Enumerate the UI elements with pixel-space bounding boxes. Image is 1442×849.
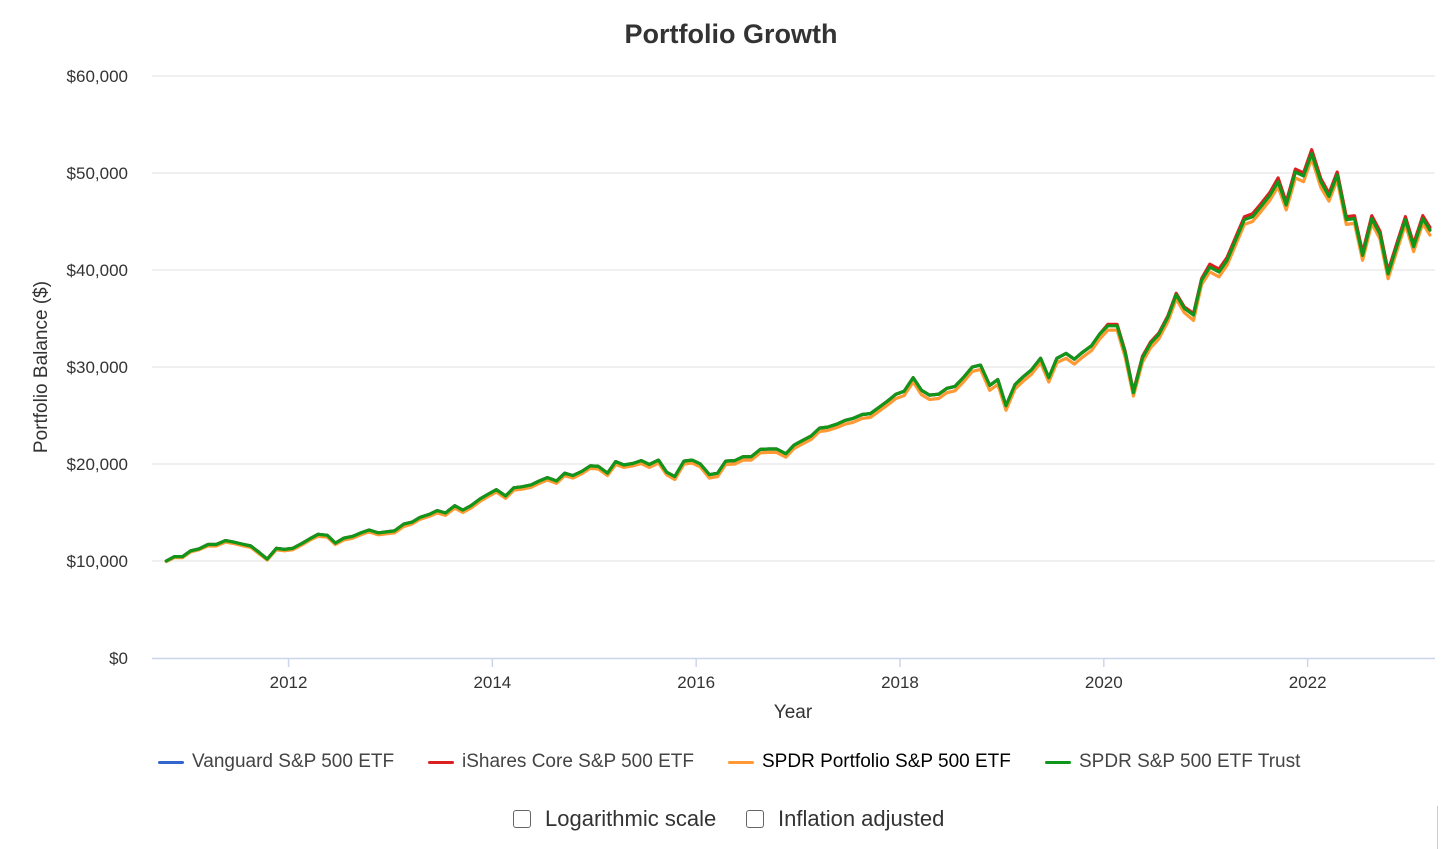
legend-label: Vanguard S&P 500 ETF <box>192 751 395 772</box>
y-tick-label: $10,000 <box>67 552 128 571</box>
chart-title: Portfolio Growth <box>625 19 838 49</box>
legend-swatch-icon <box>158 760 184 764</box>
legend-item-spdr-portfolio[interactable]: SPDR Portfolio S&P 500 ETF <box>728 748 1011 776</box>
logarithmic-scale-label: Logarithmic scale <box>545 806 717 831</box>
y-tick-label: $20,000 <box>67 455 128 474</box>
x-axis-label: Year <box>774 702 813 723</box>
series-lines <box>164 148 1432 564</box>
x-tick-label: 2014 <box>473 673 511 692</box>
y-tick-label: $50,000 <box>67 164 128 183</box>
y-axis-ticks: $0 $10,000 $20,000 $30,000 $40,000 $50,000 $60… <box>67 67 128 668</box>
series-line-spdr-s-p-500-etf-trust[interactable] <box>164 152 1432 563</box>
chart-legend: Vanguard S&P 500 ETF iShares Core S&P 50… <box>0 748 1442 776</box>
y-tick-label: $0 <box>109 649 128 668</box>
logarithmic-scale-checkbox[interactable] <box>513 810 531 828</box>
legend-swatch-icon <box>428 760 454 764</box>
x-tick-label: 2012 <box>270 673 308 692</box>
x-tick-label: 2018 <box>881 673 919 692</box>
y-tick-label: $60,000 <box>67 67 128 86</box>
series-line-spdr-portfolio-s-p-500-etf[interactable] <box>164 156 1432 564</box>
legend-swatch-icon <box>728 760 754 764</box>
panel-edge-divider <box>1437 806 1438 849</box>
legend-item-spdr-trust[interactable]: SPDR S&P 500 ETF Trust <box>1045 748 1300 776</box>
legend-label: iShares Core S&P 500 ETF <box>462 751 694 772</box>
y-tick-label: $30,000 <box>67 358 128 377</box>
y-axis-label: Portfolio Balance ($) <box>31 281 52 453</box>
x-tick-label: 2020 <box>1085 673 1123 692</box>
inflation-adjusted-checkbox[interactable] <box>746 810 764 828</box>
x-axis-ticks: 2012 2014 2016 2018 2020 2022 <box>270 658 1327 692</box>
inflation-adjusted-label: Inflation adjusted <box>778 806 945 831</box>
series-line-ishares-core-s-p-500-etf[interactable] <box>164 148 1432 563</box>
inflation-adjusted-toggle[interactable]: Inflation adjusted <box>746 803 944 835</box>
x-tick-label: 2022 <box>1289 673 1327 692</box>
y-tick-label: $40,000 <box>67 261 128 280</box>
legend-label: SPDR S&P 500 ETF Trust <box>1079 751 1301 772</box>
legend-item-ishares[interactable]: iShares Core S&P 500 ETF <box>428 748 694 776</box>
portfolio-growth-chart: Portfolio Growth $0 $10,000 $20,000 $30,000… <box>31 19 1435 723</box>
logarithmic-scale-toggle[interactable]: Logarithmic scale <box>513 803 716 835</box>
legend-swatch-icon <box>1045 760 1071 764</box>
x-tick-label: 2016 <box>677 673 715 692</box>
y-gridlines <box>152 75 1435 562</box>
series-line-vanguard-s-p-500-etf[interactable] <box>164 150 1432 563</box>
legend-label: SPDR Portfolio S&P 500 ETF <box>762 751 1011 772</box>
chart-options: Logarithmic scale Inflation adjusted <box>0 803 1442 835</box>
legend-item-vanguard[interactable]: Vanguard S&P 500 ETF <box>158 748 394 776</box>
